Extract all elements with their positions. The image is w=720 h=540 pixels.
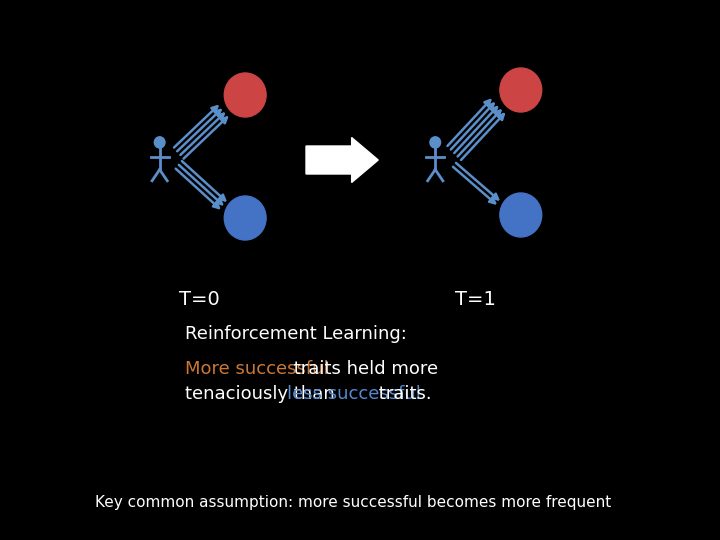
Text: T=0: T=0	[179, 290, 220, 309]
Text: traits.: traits.	[372, 385, 431, 403]
Text: less successful: less successful	[287, 385, 421, 403]
Circle shape	[225, 73, 266, 117]
Circle shape	[500, 193, 541, 237]
Circle shape	[500, 68, 541, 112]
Text: T=1: T=1	[455, 290, 495, 309]
Text: More successful: More successful	[185, 360, 329, 378]
Text: Key common assumption: more successful becomes more frequent: Key common assumption: more successful b…	[95, 495, 611, 510]
Text: Reinforcement Learning:: Reinforcement Learning:	[185, 325, 408, 343]
Text: tenaciously than: tenaciously than	[185, 385, 341, 403]
Text: traits held more: traits held more	[288, 360, 438, 378]
Circle shape	[154, 137, 165, 148]
Circle shape	[430, 137, 441, 148]
Circle shape	[225, 196, 266, 240]
FancyArrow shape	[306, 138, 378, 183]
